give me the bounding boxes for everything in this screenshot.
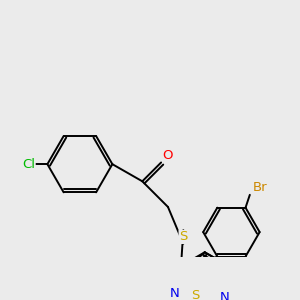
- Text: O: O: [163, 149, 173, 162]
- Text: S: S: [179, 230, 188, 243]
- Text: N: N: [219, 291, 229, 300]
- Text: S: S: [191, 289, 200, 300]
- Text: Br: Br: [252, 181, 267, 194]
- Text: N: N: [169, 287, 179, 300]
- Text: Cl: Cl: [22, 158, 35, 171]
